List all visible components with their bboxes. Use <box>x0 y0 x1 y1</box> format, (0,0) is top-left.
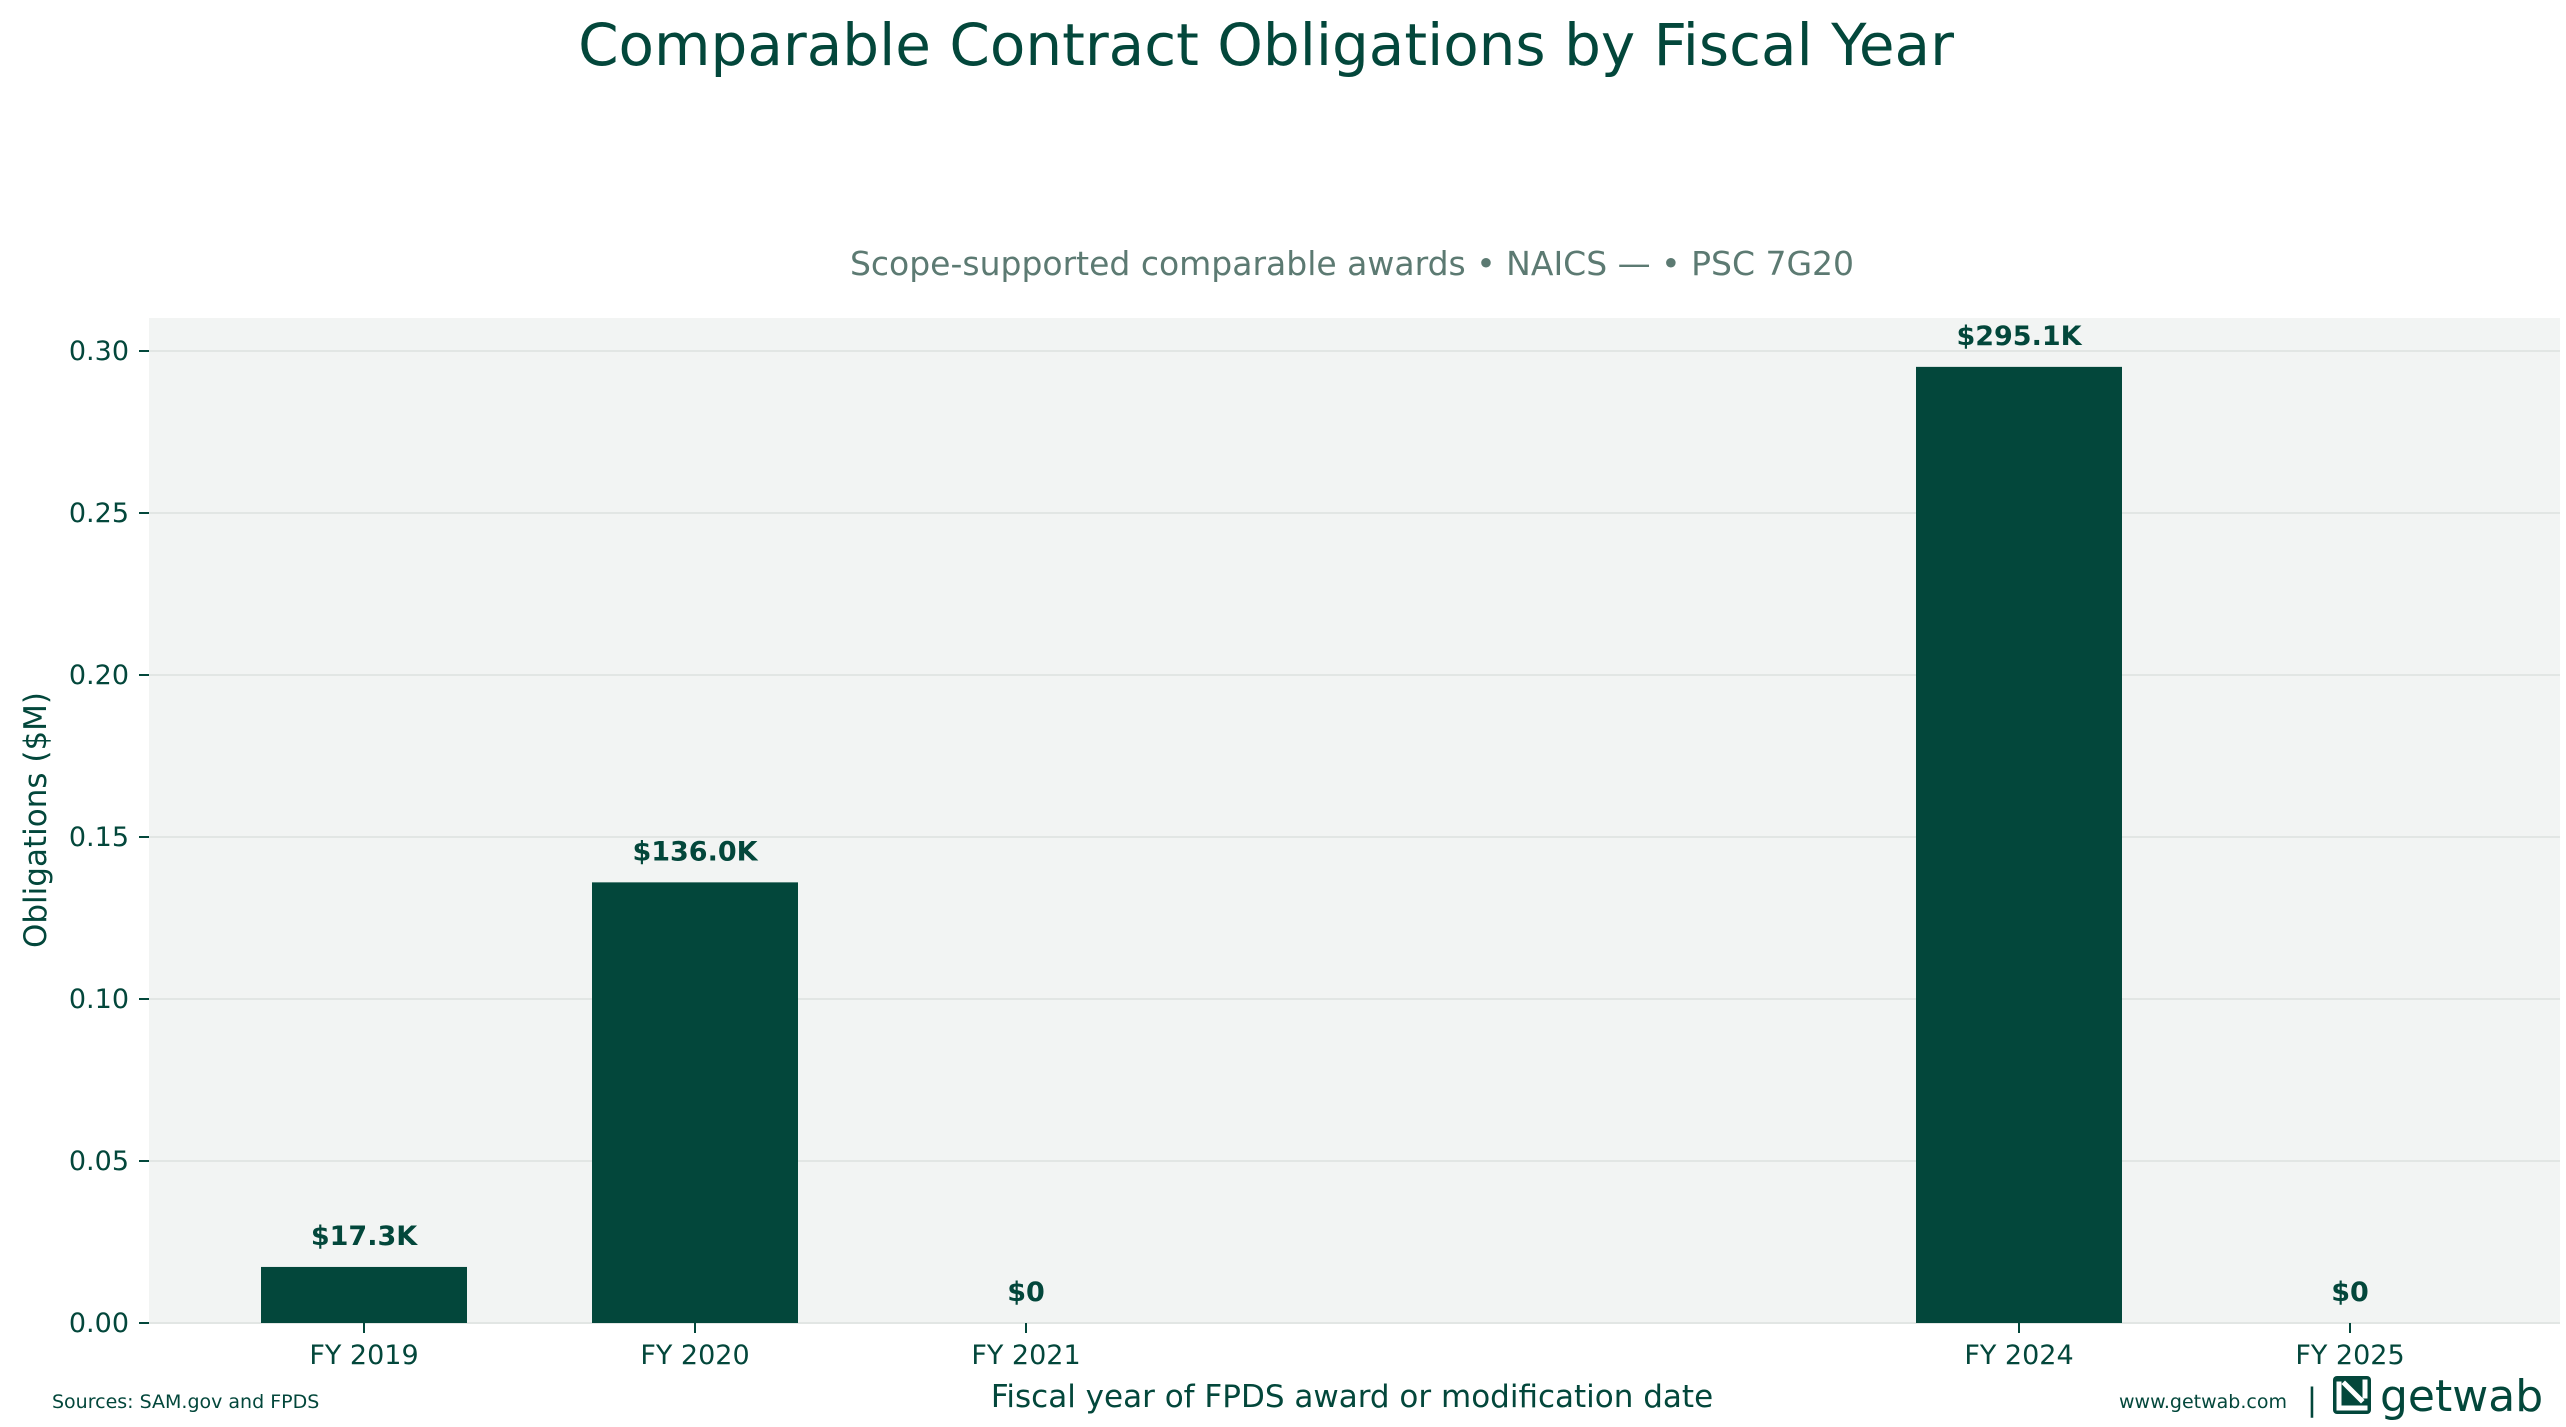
x-tick-label: FY 2021 <box>971 1340 1080 1371</box>
x-axis-label: Fiscal year of FPDS award or modificatio… <box>991 1379 1713 1415</box>
bar-value-label: $295.1K <box>1956 321 2082 352</box>
x-tick-label: FY 2020 <box>640 1340 749 1371</box>
x-tick-label: FY 2025 <box>2295 1340 2404 1371</box>
y-tick-label: 0.00 <box>69 1308 129 1339</box>
y-tick-label: 0.05 <box>69 1146 129 1177</box>
chart-subtitle: Scope-supported comparable awards • NAIC… <box>850 244 1854 283</box>
getwab-logo-text: getwab <box>2380 1371 2543 1422</box>
y-tick-label: 0.20 <box>69 660 129 691</box>
chart-title: Comparable Contract Obligations by Fisca… <box>578 11 1954 79</box>
y-axis-ticks: 0.00 0.05 0.10 0.15 0.20 0.25 0.30 <box>69 336 149 1339</box>
y-axis-label: Obligations ($M) <box>18 692 54 948</box>
bar <box>261 1266 467 1323</box>
gridlines <box>149 350 2560 1324</box>
x-axis-ticks: FY 2019 FY 2020 FY 2021 FY 2024 FY 2025 <box>309 1323 2405 1371</box>
y-tick-label: 0.30 <box>69 336 129 367</box>
bar <box>1916 366 2122 1324</box>
bar-value-label: $0 <box>2331 1277 2369 1308</box>
bar <box>592 882 798 1323</box>
getwab-logo: getwab <box>2333 1371 2543 1422</box>
x-tick-label: FY 2024 <box>1964 1340 2073 1371</box>
bar-value-label: $0 <box>1007 1277 1045 1308</box>
plot-area <box>149 318 2560 1323</box>
y-tick-label: 0.10 <box>69 984 129 1015</box>
website-link[interactable]: www.getwab.com <box>2119 1391 2287 1413</box>
y-tick-label: 0.25 <box>69 498 129 529</box>
getwab-logo-icon <box>2333 1376 2371 1414</box>
y-tick-label: 0.15 <box>69 822 129 853</box>
footer-separator: | <box>2307 1382 2317 1418</box>
sources-note: Sources: SAM.gov and FPDS <box>52 1391 319 1413</box>
bar-value-label: $136.0K <box>632 836 758 867</box>
bar-value-label: $17.3K <box>311 1221 418 1252</box>
bars <box>261 366 2122 1324</box>
data-labels: $17.3K $136.0K $0 $295.1K $0 <box>311 321 2369 1308</box>
x-tick-label: FY 2019 <box>309 1340 418 1371</box>
